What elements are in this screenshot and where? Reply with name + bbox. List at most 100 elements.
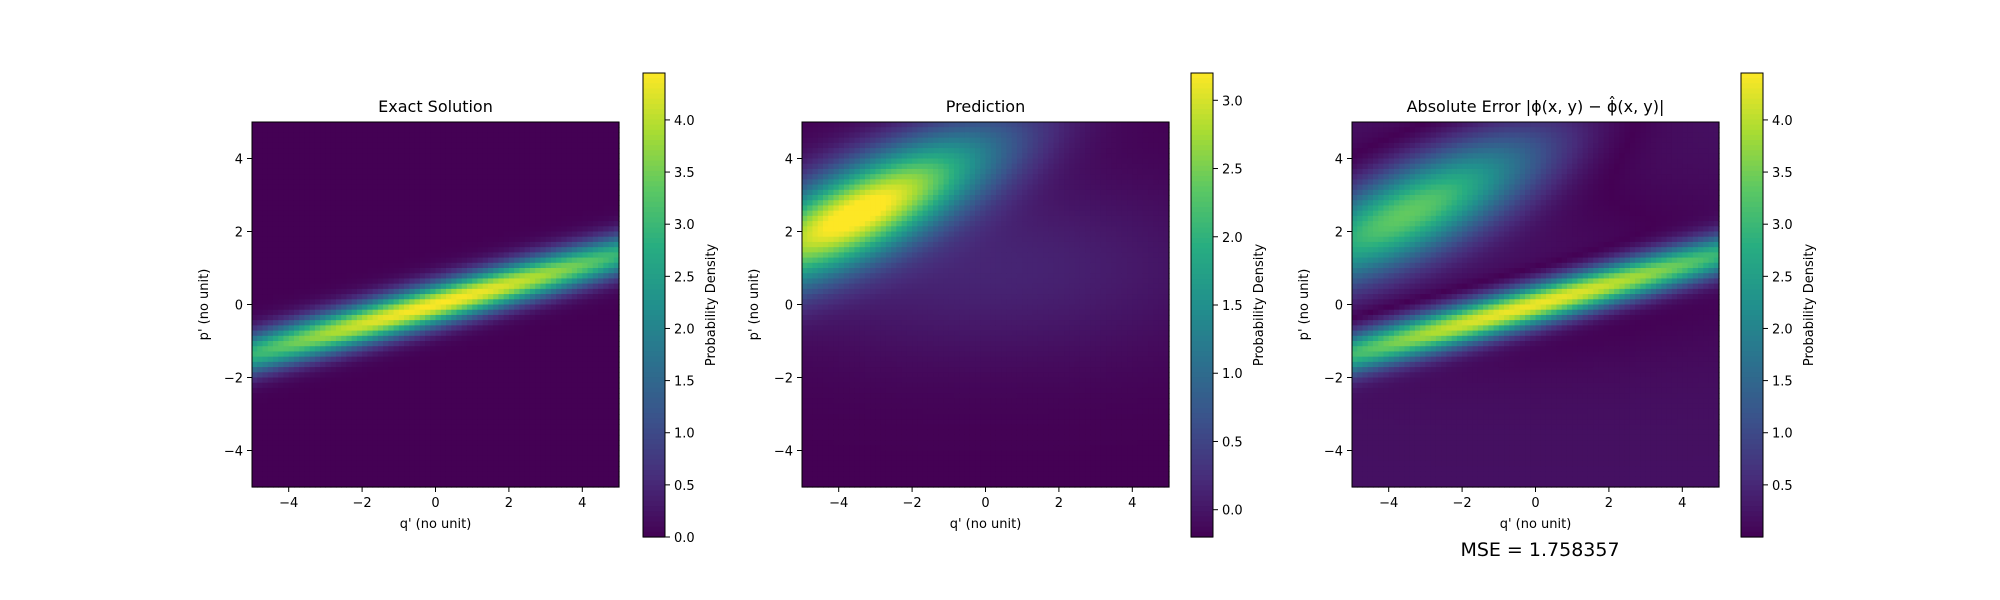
heatmap-cell	[409, 215, 416, 222]
heatmap-cell	[383, 320, 389, 326]
heatmap-cell	[524, 268, 531, 274]
heatmap-cell	[330, 361, 337, 368]
heatmap-cell	[425, 330, 431, 337]
heatmap-cell	[325, 377, 332, 384]
heatmap-cell	[299, 393, 306, 399]
heatmap-cell	[524, 429, 531, 436]
heatmap-cell	[278, 320, 285, 326]
heatmap-cell	[582, 200, 589, 207]
heatmap-cell	[309, 137, 316, 144]
heatmap-cell	[508, 450, 515, 457]
heatmap-cell	[561, 356, 568, 363]
heatmap-cell	[320, 445, 326, 452]
heatmap-cell	[524, 377, 531, 384]
heatmap-cell	[508, 382, 515, 389]
heatmap-cell	[566, 304, 573, 311]
heatmap-cell	[540, 314, 547, 321]
heatmap-cell	[540, 127, 547, 134]
heatmap-cell	[529, 210, 536, 217]
heatmap-cell	[409, 153, 416, 160]
heatmap-cell	[550, 195, 557, 201]
heatmap-cell	[550, 440, 557, 446]
heatmap-cell	[314, 174, 321, 180]
heatmap-cell	[341, 241, 347, 248]
heatmap-cell	[435, 408, 442, 415]
heatmap-cell	[304, 262, 311, 269]
heatmap-cell	[529, 367, 536, 373]
heatmap-cell	[314, 200, 321, 207]
heatmap-cell	[388, 236, 395, 243]
heatmap-cell	[456, 210, 463, 217]
heatmap-cell	[293, 168, 300, 175]
heatmap-cell	[362, 450, 368, 457]
heatmap-cell	[461, 184, 468, 191]
heatmap-cell	[524, 278, 531, 285]
heatmap-cell	[445, 273, 452, 280]
heatmap-cell	[335, 382, 342, 389]
heatmap-cell	[288, 346, 295, 353]
heatmap-cell	[351, 195, 358, 201]
heatmap-cell	[540, 294, 547, 300]
heatmap-cell	[482, 455, 489, 462]
heatmap-cell	[272, 205, 279, 212]
heatmap-cell	[529, 419, 536, 426]
heatmap-cell	[445, 382, 452, 389]
heatmap-cell	[545, 273, 552, 280]
heatmap-cell	[398, 398, 405, 405]
heatmap-cell	[367, 137, 374, 144]
heatmap-cell	[550, 314, 557, 321]
heatmap-cell	[524, 158, 531, 165]
heatmap-cell	[309, 330, 316, 337]
heatmap-cell	[367, 294, 374, 300]
heatmap-cell	[272, 168, 279, 175]
heatmap-cell	[514, 403, 520, 410]
heatmap-cell	[330, 481, 337, 488]
heatmap-cell	[445, 241, 452, 248]
heatmap-cell	[461, 299, 468, 306]
heatmap-cell	[482, 320, 489, 326]
heatmap-cell	[508, 226, 515, 233]
heatmap-cell	[524, 195, 531, 201]
heatmap-cell	[262, 205, 269, 212]
heatmap-cell	[283, 247, 290, 253]
heatmap-cell	[283, 408, 290, 415]
heatmap-cell	[493, 382, 500, 389]
heatmap-cell	[540, 335, 547, 342]
heatmap-cell	[398, 377, 405, 384]
heatmap-cell	[503, 372, 510, 379]
heatmap-cell	[262, 132, 269, 139]
heatmap-cell	[477, 278, 484, 285]
heatmap-cell	[320, 361, 326, 368]
colorbar-segment	[643, 170, 665, 177]
heatmap-cell	[388, 304, 395, 311]
heatmap-cell	[514, 320, 520, 326]
heatmap-cell	[524, 205, 531, 212]
heatmap-cell	[257, 429, 264, 436]
heatmap-cell	[493, 247, 500, 253]
heatmap-cell	[367, 195, 374, 201]
heatmap-cell	[535, 325, 541, 332]
heatmap-cell	[493, 262, 500, 269]
heatmap-cell	[393, 314, 400, 321]
heatmap-cell	[346, 288, 353, 295]
heatmap-cell	[267, 460, 274, 467]
heatmap-cell	[561, 215, 568, 222]
heatmap-cell	[503, 247, 510, 253]
heatmap-cell	[529, 351, 536, 358]
heatmap-cell	[372, 377, 379, 384]
heatmap-cell	[362, 346, 368, 353]
heatmap-cell	[299, 309, 306, 316]
heatmap-cell	[529, 424, 536, 431]
heatmap-cell	[456, 434, 463, 441]
heatmap-cell	[498, 471, 505, 478]
heatmap-cell	[545, 205, 552, 212]
heatmap-cell	[330, 440, 337, 446]
heatmap-cell	[466, 466, 473, 472]
heatmap-cell	[472, 361, 479, 368]
heatmap-cell	[466, 434, 473, 441]
heatmap-cell	[398, 142, 405, 149]
heatmap-cell	[341, 445, 347, 452]
heatmap-cell	[592, 163, 599, 170]
heatmap-cell	[498, 257, 505, 264]
heatmap-cell	[404, 330, 410, 337]
